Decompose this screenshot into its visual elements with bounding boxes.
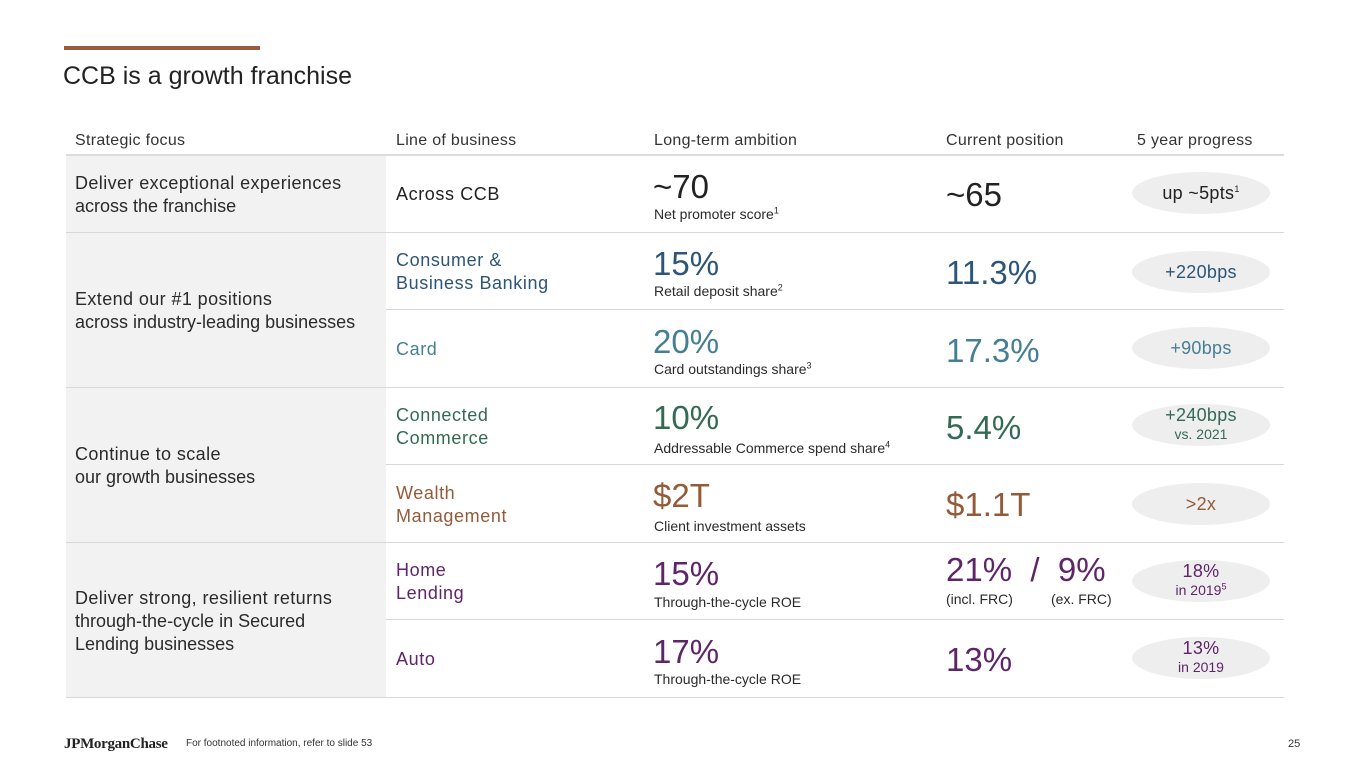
current-position-value: 13%: [946, 641, 1013, 678]
ambition-value: $2T: [653, 477, 710, 514]
current-position-value: 21% / 9%: [946, 551, 1106, 588]
progress-badge: up ~5pts1: [1132, 172, 1270, 214]
progress-badge: 13% in 2019: [1132, 637, 1270, 679]
lob-label: Card: [396, 339, 438, 359]
current-position-value: 17.3%: [946, 332, 1040, 369]
lob-label: Lending: [396, 583, 465, 603]
current-position-value: $1.1T: [946, 486, 1031, 523]
ambition-description: Client investment assets: [654, 518, 806, 534]
ambition-description: Addressable Commerce spend share4: [654, 439, 891, 456]
lob-home-lending: Home Lending: [396, 559, 464, 605]
progress-main: +240bps: [1165, 405, 1237, 425]
lob-card: Card: [396, 338, 437, 361]
lob-connected-commerce: Connected Commerce: [396, 404, 489, 450]
progress-badge: 18% in 20195: [1132, 560, 1270, 602]
title-accent-bar: [64, 46, 260, 50]
lob-label: Home: [396, 560, 447, 580]
page-title: CCB is a growth franchise: [63, 62, 353, 90]
ambition-value: 15%: [653, 555, 720, 592]
ambition-description: Net promoter score1: [654, 205, 779, 222]
ambition-value: ~70: [653, 168, 709, 205]
ambition-value: 20%: [653, 323, 720, 360]
progress-sub: vs. 2021: [1174, 426, 1228, 442]
ambition-description: Through-the-cycle ROE: [654, 594, 802, 610]
progress-main: >2x: [1185, 493, 1217, 514]
progress-main: +90bps: [1170, 337, 1232, 358]
progress-main: 13%: [1182, 638, 1220, 658]
lob-label: Connected: [396, 405, 489, 425]
focus-line: Deliver exceptional experiences: [75, 173, 342, 193]
focus-group-scale-growth: Continue to scale our growth businesses: [66, 388, 386, 542]
progress-sub: in 2019: [1178, 659, 1224, 675]
jpmorganchase-logo: JPMorganChase: [64, 736, 168, 752]
progress-badge: +240bps vs. 2021: [1132, 404, 1270, 446]
progress-badge: +90bps: [1132, 327, 1270, 369]
focus-group-secured-lending: Deliver strong, resilient returns throug…: [66, 543, 386, 697]
row-divider: [386, 309, 1284, 310]
current-position-value: 5.4%: [946, 409, 1022, 446]
focus-group-experiences: Deliver exceptional experiences across t…: [66, 156, 386, 232]
focus-line: Lending businesses: [75, 634, 235, 654]
header-five-year-progress: 5 year progress: [1137, 132, 1253, 149]
progress-main: 18%: [1182, 561, 1220, 581]
lob-label: Business Banking: [396, 273, 549, 293]
row-divider: [66, 697, 1284, 698]
page-number: 25: [1288, 738, 1301, 750]
lob-wealth-management: Wealth Management: [396, 482, 507, 528]
footnote-text: For footnoted information, refer to slid…: [186, 738, 373, 749]
ambition-description: Through-the-cycle ROE: [654, 671, 802, 687]
ambition-value: 10%: [653, 399, 720, 436]
lob-label: Auto: [396, 649, 436, 669]
lob-label: Across CCB: [396, 184, 501, 204]
ambition-value: 15%: [653, 245, 720, 282]
progress-badge: >2x: [1132, 483, 1270, 525]
header-strategic-focus: Strategic focus: [75, 132, 186, 149]
current-position-value: 11.3%: [946, 254, 1038, 291]
focus-line: across the franchise: [75, 196, 237, 216]
row-divider: [66, 387, 1284, 388]
lob-label: Commerce: [396, 428, 489, 448]
lob-label: Management: [396, 506, 508, 526]
focus-line: across industry-leading businesses: [75, 312, 356, 332]
focus-line: our growth businesses: [75, 467, 256, 487]
lob-across-ccb: Across CCB: [396, 183, 500, 206]
focus-line: Extend our #1 positions: [75, 289, 273, 309]
header-long-term-ambition: Long-term ambition: [654, 132, 798, 149]
focus-line: Deliver strong, resilient returns: [75, 588, 333, 608]
progress-sub: in 20195: [1175, 581, 1227, 598]
row-divider: [66, 232, 1284, 233]
row-divider: [386, 619, 1284, 620]
current-position-sub-ex: (ex. FRC): [1051, 591, 1112, 607]
lob-auto: Auto: [396, 648, 435, 671]
row-divider: [386, 464, 1284, 465]
current-position-sub-incl: (incl. FRC): [946, 591, 1013, 607]
ambition-value: 17%: [653, 633, 720, 670]
header-line-of-business: Line of business: [396, 132, 517, 149]
ambition-description: Retail deposit share2: [654, 282, 783, 299]
focus-line: through-the-cycle in Secured: [75, 611, 306, 631]
current-position-value: ~65: [946, 176, 1002, 213]
ambition-description: Card outstandings share3: [654, 360, 812, 377]
header-divider: [66, 154, 1284, 156]
focus-line: Continue to scale: [75, 444, 221, 464]
lob-label: Consumer &: [396, 250, 503, 270]
lob-label: Wealth: [396, 483, 456, 503]
progress-main: +220bps: [1165, 261, 1237, 282]
header-current-position: Current position: [946, 132, 1064, 149]
focus-group-extend-positions: Extend our #1 positions across industry-…: [66, 233, 386, 387]
progress-badge: +220bps: [1132, 251, 1270, 293]
row-divider: [66, 542, 1284, 543]
lob-consumer-business-banking: Consumer & Business Banking: [396, 249, 549, 295]
progress-main: up ~5pts: [1162, 182, 1235, 203]
